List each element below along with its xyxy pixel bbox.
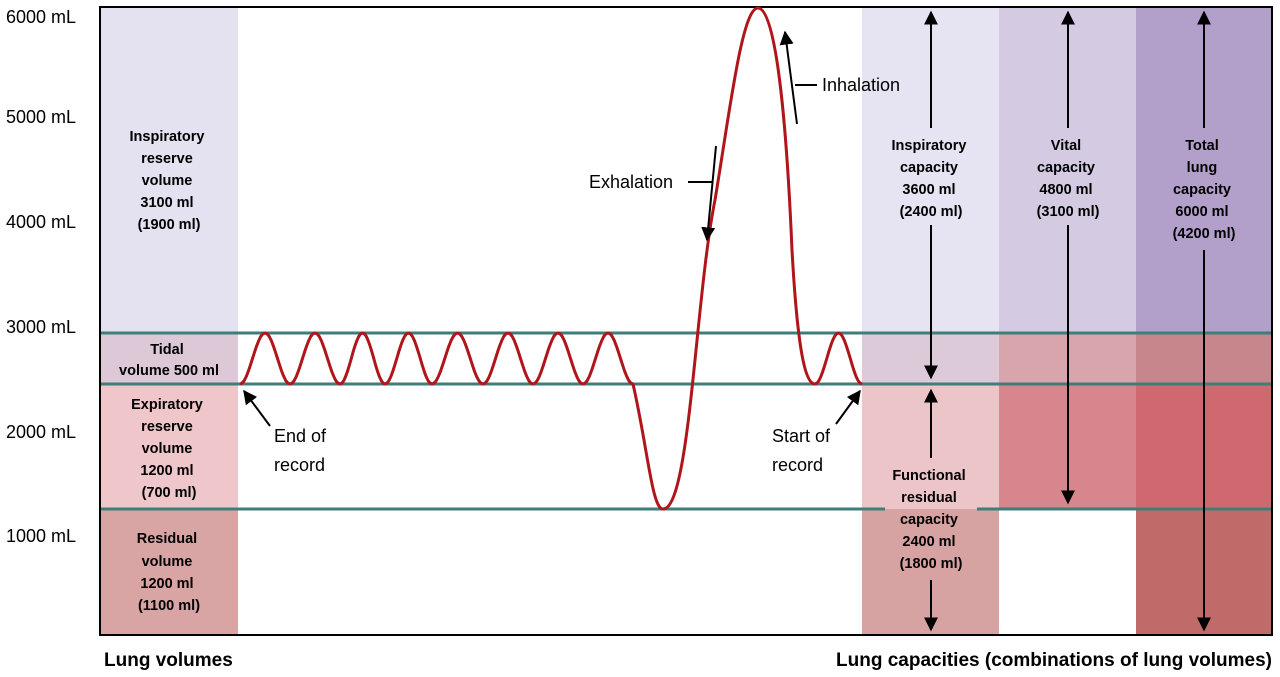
end-of-record-arrow (243, 389, 271, 427)
y-tick-2000: 2000 mL (6, 422, 76, 442)
y-tick-5000: 5000 mL (6, 107, 76, 127)
y-tick-6000: 6000 mL (6, 7, 76, 27)
irv-column (100, 7, 238, 333)
tidal-column (100, 333, 238, 384)
y-tick-1000: 1000 mL (6, 526, 76, 546)
erv-column (100, 384, 238, 509)
exhalation-arrow (701, 145, 717, 242)
tidal-label: Tidal volume 500 ml (119, 342, 219, 379)
end-of-record-text: End of record (274, 426, 331, 475)
vc-label: Vital capacity 4800 ml (3100 ml) (1037, 138, 1100, 220)
y-tick-3000: 3000 mL (6, 317, 76, 337)
start-of-record-text: Start of record (772, 426, 835, 475)
footer-lung-capacities: Lung capacities (combinations of lung vo… (836, 650, 1272, 671)
y-axis: 6000 mL 5000 mL 4000 mL 3000 mL 2000 mL … (6, 7, 76, 546)
capacity-arrows (924, 10, 1211, 632)
irv-label: Inspiratory reserve volume 3100 ml (1900… (130, 129, 209, 233)
tlc-label: Total lung capacity 6000 ml (4200 ml) (1173, 138, 1236, 242)
ic-label: Inspiratory capacity 3600 ml (2400 ml) (892, 138, 971, 220)
capacity-labels: Inspiratory capacity 3600 ml (2400 ml) F… (892, 138, 1236, 572)
annotation-arrows (243, 30, 861, 427)
frc-label: Functional residual capacity 2400 ml (18… (892, 468, 969, 572)
rv-label: Residual volume 1200 ml (1100 ml) (137, 531, 201, 614)
plot-frame (99, 6, 1273, 636)
annotations: Inhalation Exhalation End of record Star… (274, 75, 900, 475)
inhalation-arrow (779, 30, 798, 125)
volume-labels: Inspiratory reserve volume 3100 ml (1900… (119, 129, 219, 614)
breathing-trace (239, 6, 863, 511)
y-tick-4000: 4000 mL (6, 212, 76, 232)
erv-label: Expiratory reserve volume 1200 ml (700 m… (131, 397, 207, 501)
footer-lung-volumes: Lung volumes (104, 650, 233, 671)
inhalation-text: Inhalation (822, 75, 900, 95)
exhalation-text: Exhalation (589, 172, 673, 192)
spirogram: 6000 mL 5000 mL 4000 mL 3000 mL 2000 mL … (6, 6, 1273, 636)
start-of-record-arrow (835, 389, 861, 425)
level-lines (100, 331, 1272, 511)
rv-column (100, 509, 238, 635)
volume-columns (100, 7, 238, 635)
